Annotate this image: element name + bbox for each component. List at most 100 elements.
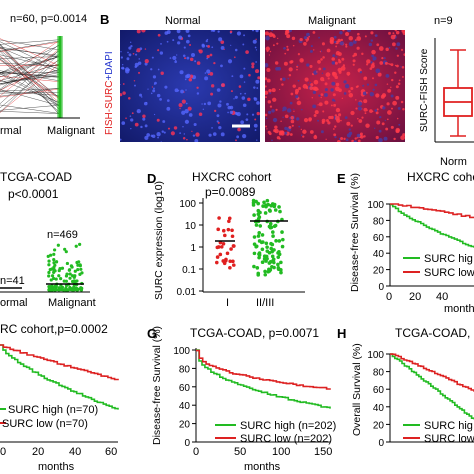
fluorescence-dot [340,38,343,42]
fluorescence-dot [386,102,390,106]
fluorescence-dot [120,138,122,141]
fluorescence-dot [379,61,384,65]
fluorescence-dot [188,77,193,82]
fluorescence-dot [381,122,385,126]
paired-line [0,39,61,82]
fluorescence-dot [337,52,342,56]
fluorescence-dot [347,74,350,76]
fluorescence-dot [398,79,401,82]
fluorescence-dot [204,76,209,81]
fluorescence-dot [394,30,397,32]
fluorescence-dot [125,117,127,119]
paired-line [0,44,61,74]
fluorescence-dot [321,42,325,46]
data-point [270,242,275,247]
fluorescence-dot [220,40,225,45]
fluorescence-dot [280,120,282,123]
fluorescence-dot [333,103,337,107]
fluorescence-dot [324,82,328,86]
fluorescence-dot [313,79,319,85]
fluorescence-dot [238,85,242,88]
fluorescence-dot [245,118,249,122]
fluorescence-dot [212,132,217,136]
panel-d-ylabel: SURC expression (log10) [153,181,165,300]
fluorescence-dot [193,122,197,127]
fluorescence-dot [335,115,340,121]
data-point [268,221,273,226]
data-point [272,265,276,270]
fluorescence-dot [283,46,286,50]
malignant-dots [46,242,84,292]
panel-c-xtick-normal: ormal [0,297,28,309]
paired-line [0,72,61,104]
data-point [267,208,272,213]
fluorescence-dot [356,117,359,120]
data-point [64,250,68,254]
fluorescence-dot [230,44,232,46]
fluorescence-dot [297,53,301,56]
fluorescence-dot [285,30,290,34]
fluorescence-dot [187,34,191,38]
fluorescence-dot [288,73,292,77]
fluorescence-dot [309,49,313,53]
fluorescence-dot [375,68,381,74]
fluorescence-dot [243,34,246,37]
fluorescence-dot [206,69,211,74]
fluorescence-dot [378,129,382,133]
fluorescence-dot [286,45,289,48]
fluorescence-dot [211,46,214,49]
data-point [256,216,261,221]
data-point [267,224,272,229]
fluorescence-dot [381,57,384,60]
fluorescence-dot [362,91,367,96]
data-point [265,198,270,203]
fluorescence-dot [356,36,362,41]
fluorescence-dot [251,62,255,66]
data-point [223,233,227,238]
fluorescence-dot [383,136,388,141]
fluorescence-dot [233,98,235,100]
fluorescence-dot [335,107,341,113]
paired-line [0,40,61,52]
fluorescence-dot [192,134,196,137]
fluorescence-dot [303,118,309,123]
fluorescence-dot [256,111,260,116]
fluorescence-dot [124,67,130,72]
fluorescence-dot [177,41,181,45]
fluorescence-dot [246,113,249,116]
legend-high-label: SURC hig [424,253,473,265]
fluorescence-dot [341,57,345,61]
fluorescence-dot [290,115,294,120]
fluorescence-dot [320,50,323,52]
fluorescence-dot [202,108,205,111]
fluorescence-dot [265,90,269,95]
fluorescence-dot [253,123,258,128]
ytick-label: 0.1 [182,265,196,276]
panel-d-title: HXCRC cohort [192,170,272,184]
fluorescence-dot [338,88,342,93]
fluorescence-dot [375,111,379,115]
fluorescence-dot [121,66,125,70]
fluorescence-dot [186,138,188,141]
fluorescence-dot [157,49,160,52]
fluorescence-dot [345,45,348,48]
fluorescence-dot [317,59,321,64]
fluorescence-dot [274,61,279,65]
fluorescence-dot [313,86,319,92]
fluorescence-dot [401,65,405,69]
fluorescence-dot [216,120,219,123]
fluorescence-dot [361,52,364,56]
fluorescence-dot [318,67,322,71]
fluorescence-dot [144,62,148,66]
fluorescence-dot [136,30,141,34]
fluorescence-dot [395,85,399,89]
data-point [261,204,265,208]
data-point [257,253,262,257]
panel-e-title: HXCRC cohor [407,170,474,184]
data-point [263,272,268,277]
fluorescence-dot [337,38,341,43]
fluorescence-dot [209,53,213,57]
fluorescence-dot [400,48,404,51]
fluorescence-dot [338,113,342,117]
fluorescence-dot [141,96,143,98]
